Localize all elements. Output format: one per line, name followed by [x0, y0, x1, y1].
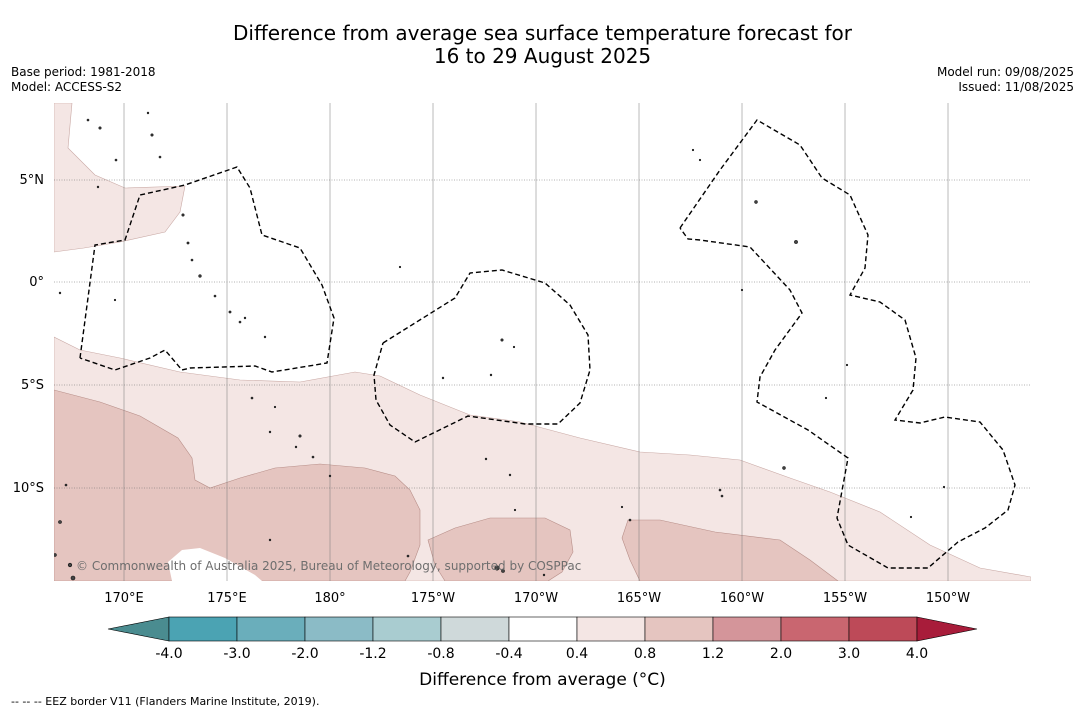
title-line-1: Difference from average sea surface temp…	[232, 21, 852, 45]
lat-label-10s: 10°S	[13, 481, 44, 496]
anomaly-region-white-gap	[168, 548, 262, 581]
lon-label-175w: 175°W	[411, 591, 455, 606]
lon-label-170w: 170°W	[514, 591, 558, 606]
map-plot-area	[54, 103, 1031, 581]
issued-date: Issued: 11/08/2025	[958, 80, 1074, 94]
meta-right: Model run: 09/08/2025 Issued: 11/08/2025	[937, 65, 1074, 95]
colorbar-segment	[848, 616, 918, 642]
colorbar	[107, 616, 978, 642]
colorbar-segment	[508, 616, 578, 642]
model-name: Model: ACCESS-S2	[11, 80, 123, 94]
anomaly-region-0.8-1.2-east	[621, 519, 839, 581]
colorbar-title: Difference from average (°C)	[419, 670, 666, 690]
colorbar-tick-label: -1.2	[359, 646, 386, 662]
colorbar-tick-label: -3.0	[223, 646, 250, 662]
colorbar-extend-low	[107, 616, 170, 642]
colorbar-tick-label: -0.8	[427, 646, 454, 662]
eez-border-kiribati-gilberts	[79, 166, 335, 373]
anomaly-region-0.4-0.8-north	[54, 103, 186, 253]
lon-label-150w: 150°W	[926, 591, 970, 606]
colorbar-tick-labels: -4.0 -3.0 -2.0 -1.2 -0.8 -0.4 0.4 0.8 1.2 2.0 3.0 4…	[155, 646, 928, 662]
eez-borders	[79, 119, 1016, 569]
lon-label-175e: 175°E	[207, 591, 247, 606]
colorbar-tick-label: -2.0	[291, 646, 318, 662]
meridians	[123, 103, 949, 581]
lon-label-160w: 160°W	[720, 591, 764, 606]
eez-border-kiribati-line	[679, 119, 1016, 569]
colorbar-extend-high	[916, 616, 978, 642]
eez-footnote: -- -- -- EEZ border V11 (Flanders Marine…	[11, 695, 320, 708]
colorbar-tick-label: 3.0	[838, 646, 860, 662]
colorbar-segment	[576, 616, 646, 642]
colorbar-segment	[372, 616, 442, 642]
lat-axis-labels: 5°N 0° 5°S 10°S	[13, 173, 44, 496]
colorbar-tick-label: 4.0	[906, 646, 928, 662]
colorbar-segment	[712, 616, 782, 642]
lon-label-180: 180°	[314, 591, 345, 606]
anomaly-region-0.8-1.2-west	[54, 389, 421, 581]
lon-label-155w: 155°W	[823, 591, 867, 606]
colorbar-tick-label: 0.8	[634, 646, 656, 662]
lon-label-165w: 165°W	[617, 591, 661, 606]
lon-axis-labels: 170°E 175°E 180° 175°W 170°W 165°W 160°W…	[104, 591, 970, 606]
lon-label-170e: 170°E	[104, 591, 144, 606]
colorbar-segment	[644, 616, 714, 642]
base-period: Base period: 1981-2018	[11, 65, 156, 79]
lat-label-0: 0°	[29, 275, 44, 290]
colorbar-segment	[304, 616, 374, 642]
colorbar-tick-label: 2.0	[770, 646, 792, 662]
colorbar-segment	[780, 616, 850, 642]
meta-left: Base period: 1981-2018 Model: ACCESS-S2	[11, 65, 156, 95]
map-title: Difference from average sea surface temp…	[0, 22, 1085, 68]
anomaly-region-0.8-1.2-central	[427, 517, 574, 581]
title-line-2: 16 to 29 August 2025	[433, 44, 652, 68]
colorbar-segment	[440, 616, 510, 642]
copyright-notice: © Commonwealth of Australia 2025, Bureau…	[76, 559, 581, 573]
lat-label-5s: 5°S	[21, 378, 44, 393]
colorbar-tick-label: -0.4	[495, 646, 522, 662]
islands	[54, 111, 946, 581]
colorbar-tick-label: 1.2	[702, 646, 724, 662]
model-run: Model run: 09/08/2025	[936, 65, 1074, 79]
lat-label-5n: 5°N	[20, 173, 45, 188]
colorbar-segment	[236, 616, 306, 642]
eez-border-tuvalu-tokelau	[373, 269, 591, 443]
colorbar-segment	[168, 616, 238, 642]
colorbar-tick-label: 0.4	[566, 646, 588, 662]
colorbar-tick-label: -4.0	[155, 646, 182, 662]
